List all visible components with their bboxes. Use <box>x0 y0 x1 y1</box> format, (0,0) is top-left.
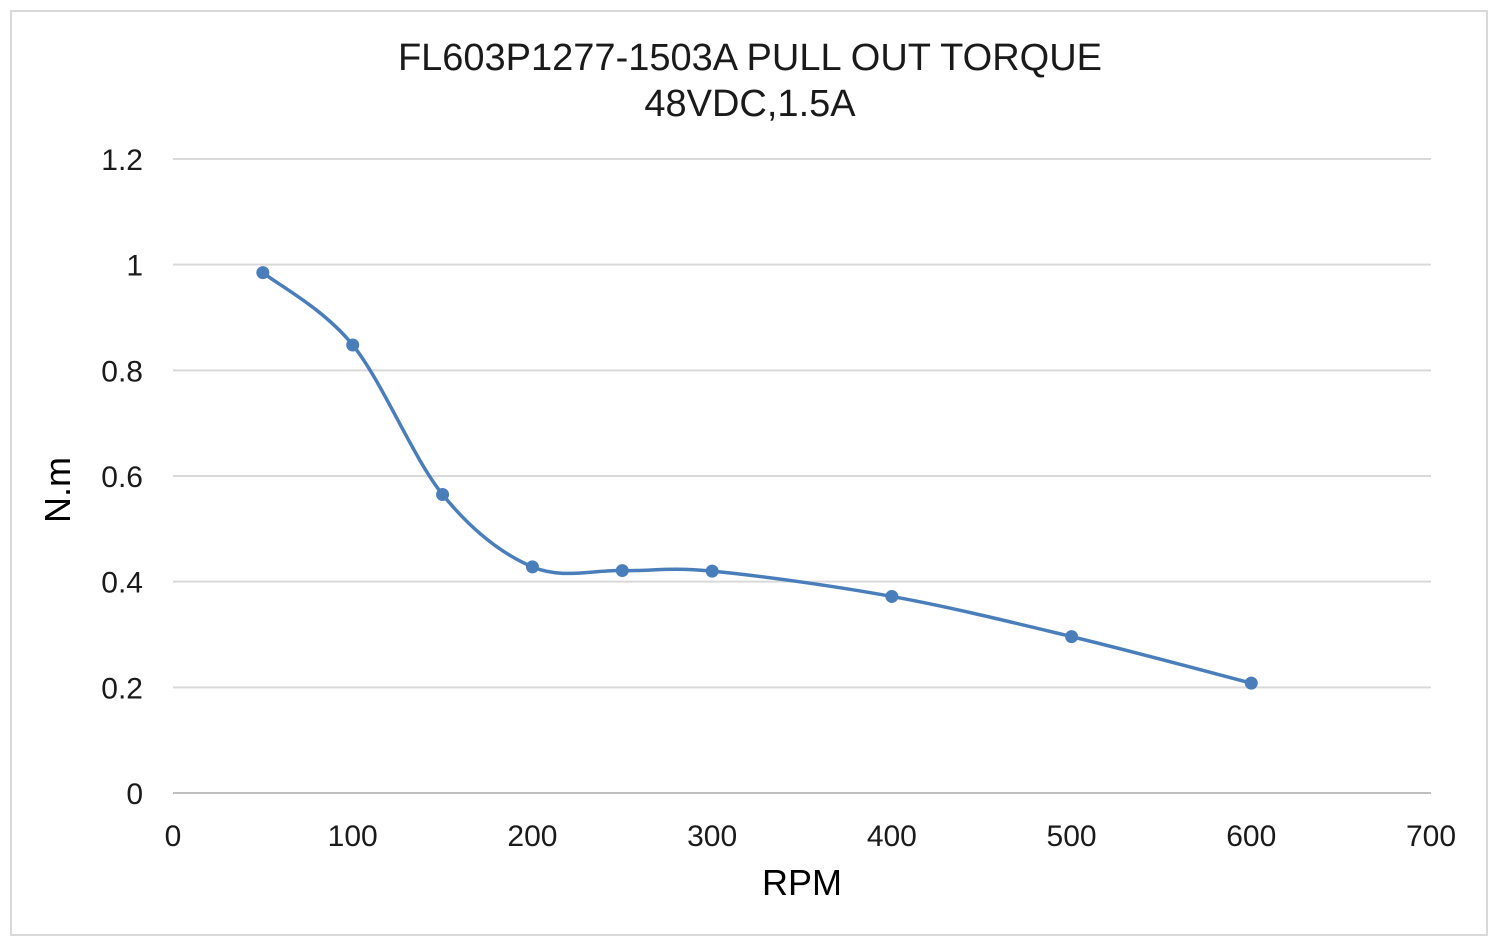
y-tick-label-0: 0 <box>126 778 143 811</box>
x-axis-label: RPM <box>762 862 842 903</box>
x-tick-label-0: 0 <box>165 820 182 853</box>
data-point-6 <box>885 589 899 603</box>
y-tick-label-2: 0.4 <box>101 567 143 600</box>
x-tick-label-2: 200 <box>507 820 557 853</box>
y-tick-label-5: 1 <box>126 250 143 283</box>
x-tick-label-3: 300 <box>687 820 737 853</box>
data-point-8 <box>1244 676 1258 690</box>
y-tick-label-1: 0.2 <box>101 672 143 705</box>
series <box>256 266 1258 690</box>
series-line-0 <box>261 271 1252 685</box>
data-point-1 <box>346 338 360 352</box>
y-tick-label-6: 1.2 <box>101 144 143 177</box>
y-tick-label-3: 0.6 <box>101 461 143 494</box>
data-point-4 <box>615 564 629 578</box>
data-point-2 <box>436 487 450 501</box>
x-tick-label-6: 600 <box>1226 820 1276 853</box>
y-tick-label-4: 0.8 <box>101 355 143 388</box>
data-point-5 <box>705 564 719 578</box>
y-axis-ticks: 0 0.2 0.4 0.6 0.8 1 1.2 <box>101 144 143 811</box>
x-tick-label-7: 700 <box>1406 820 1456 853</box>
x-tick-label-4: 400 <box>867 820 917 853</box>
chart-frame <box>10 10 1488 936</box>
chart-title: FL603P1277-1503A PULL OUT TORQUE <box>398 37 1102 79</box>
x-tick-label-5: 500 <box>1047 820 1097 853</box>
x-tick-label-1: 100 <box>328 820 378 853</box>
x-axis-ticks: 0 100 200 300 400 500 600 700 <box>165 820 1456 853</box>
data-point-0 <box>256 266 270 280</box>
data-point-7 <box>1065 630 1079 644</box>
y-axis-label: N.m <box>37 457 78 523</box>
gridlines <box>173 158 1431 689</box>
chart-subtitle: 48VDC,1.5A <box>644 83 856 125</box>
data-point-3 <box>525 560 539 574</box>
